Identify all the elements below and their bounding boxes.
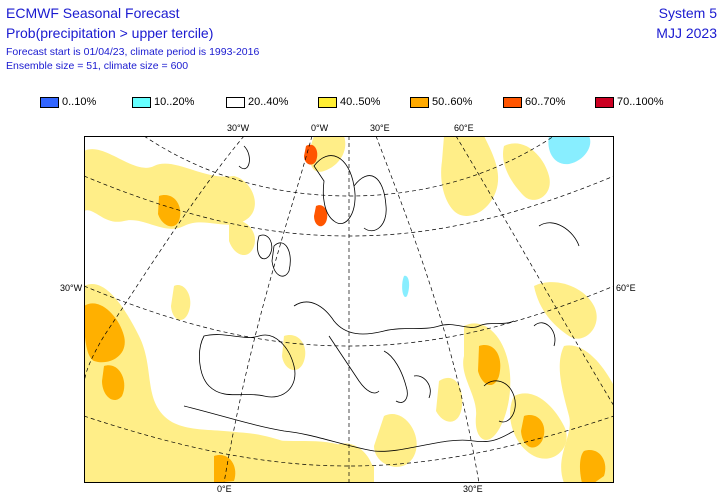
legend-label: 70..100% — [617, 96, 664, 108]
legend-item-60-70: 60..70% — [503, 96, 565, 108]
legend-item-10-20: 10..20% — [132, 96, 194, 108]
period-label: MJJ 2023 — [656, 25, 717, 41]
legend-item-50-60: 50..60% — [410, 96, 472, 108]
legend-label: 60..70% — [525, 96, 566, 108]
prob-60-70-areas — [304, 144, 328, 227]
legend-label: 0..10% — [62, 96, 97, 108]
forecast-info: Forecast start is 01/04/23, climate peri… — [6, 46, 260, 58]
legend-swatch — [595, 96, 614, 108]
lon-label-top-30w: 30°W — [227, 123, 250, 133]
legend-item-70-100: 70..100% — [595, 96, 663, 108]
legend-item-40-50: 40..50% — [318, 96, 380, 108]
legend-swatch — [226, 96, 245, 108]
lon-label-bottom-0e: 0°E — [217, 484, 232, 494]
coastlines — [183, 145, 580, 452]
prob-40-50-areas — [84, 136, 614, 483]
legend-swatch — [318, 96, 337, 108]
lat-label-right-60e: 60°E — [616, 283, 636, 293]
graticule-lines — [84, 136, 614, 483]
lon-label-top-0w: 0°W — [311, 123, 329, 133]
prob-50-60-areas — [84, 195, 606, 483]
lon-label-top-30e: 30°E — [370, 123, 390, 133]
legend-label: 20..40% — [248, 96, 289, 108]
map-frame — [84, 136, 614, 483]
legend-item-0-10: 0..10% — [40, 96, 96, 108]
lon-label-top-60e: 60°E — [454, 123, 474, 133]
legend-swatch — [132, 96, 151, 108]
legend-item-20-40: 20..40% — [226, 96, 288, 108]
chart-subtitle: Prob(precipitation > upper tercile) — [6, 25, 214, 41]
legend-label: 10..20% — [154, 96, 195, 108]
legend-label: 40..50% — [340, 96, 381, 108]
legend: 0..10% 10..20% 20..40% 40..50% 50..60% 6… — [0, 96, 725, 110]
forecast-map — [84, 136, 614, 483]
lon-label-bottom-30e: 30°E — [463, 484, 483, 494]
legend-swatch — [410, 96, 429, 108]
legend-swatch — [40, 96, 59, 108]
legend-label: 50..60% — [432, 96, 473, 108]
prob-10-20-areas — [402, 136, 591, 297]
ensemble-info: Ensemble size = 51, climate size = 600 — [6, 60, 189, 72]
lat-label-left-30w: 30°W — [60, 283, 83, 293]
system-label: System 5 — [658, 5, 717, 21]
legend-swatch — [503, 96, 522, 108]
chart-title: ECMWF Seasonal Forecast — [6, 5, 180, 21]
